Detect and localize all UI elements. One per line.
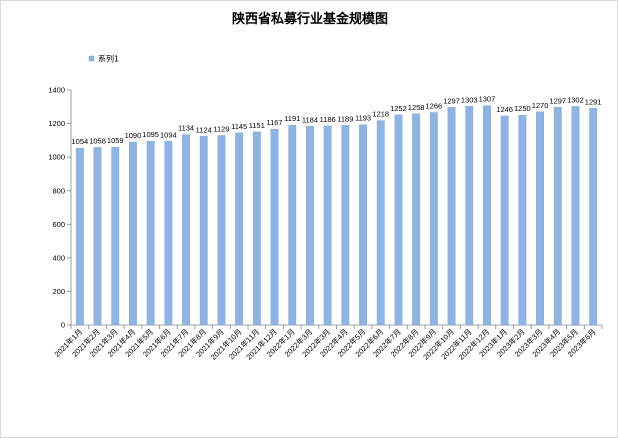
chart-title: 陕西省私募行业基金规模图 [232,11,388,27]
bar-value-label: 1193 [355,114,371,123]
bar-value-label: 1258 [408,103,425,112]
bar-value-label: 1094 [160,130,177,139]
y-tick-label: 1400 [48,86,65,95]
bar [164,141,173,326]
y-tick-label: 0 [61,321,65,330]
bar [182,134,190,326]
bar [323,125,332,326]
y-tick-label: 800 [52,186,65,195]
bar-value-label: 1186 [320,115,336,124]
bar-value-label: 1191 [284,114,300,123]
bar [270,128,279,326]
y-tick-label: 1000 [48,153,65,162]
bar [571,106,580,326]
bar-value-label: 1252 [390,104,407,113]
bar [288,124,297,326]
bar-value-label: 1189 [337,114,353,123]
legend: 系列1 [88,54,119,64]
y-tick-labels: 0 200 400 600 800 1000 1200 1400 [48,86,65,330]
axes [67,89,603,329]
bar [111,147,120,326]
bar [217,135,226,326]
bar-value-label: 1129 [213,124,229,133]
bar [500,115,509,326]
bar-value-label: 1059 [107,136,124,145]
bar [359,124,367,326]
bar [394,114,403,326]
bar-value-label: 1307 [479,95,496,104]
y-tick-label: 600 [52,220,65,229]
bar [252,131,261,326]
y-tick-label: 400 [52,253,65,262]
bar [518,114,527,326]
bar [589,108,598,326]
bar [429,112,438,326]
bars [75,105,598,326]
bar [306,126,314,326]
bar [341,125,350,326]
bar [447,107,456,326]
bar-value-label: 1090 [125,131,142,140]
bar [553,107,562,326]
bar [93,147,102,326]
bar [483,105,491,326]
bar-value-label: 1054 [72,137,89,146]
bar-value-label: 1303 [461,95,478,104]
bar-value-label: 1297 [549,96,566,105]
bar-value-label: 1124 [196,125,212,134]
bar-value-label: 1167 [266,118,282,127]
bar [412,113,421,326]
bar-value-label: 1095 [142,130,159,139]
bar-value-label: 1291 [585,97,602,106]
bar-value-label: 1246 [496,105,513,114]
legend-label: 系列1 [98,54,119,64]
x-tick-labels: 2021年1月2021年2月2021年3月2021年4月2021年5月2021年… [52,326,598,361]
bar-value-label: 1184 [302,115,318,124]
bar [199,136,208,326]
bar [536,111,544,326]
bar-value-label: 1134 [178,124,194,133]
bar-value-label: 1270 [532,101,549,110]
y-tick-label: 200 [52,287,65,296]
bar [235,132,244,326]
bar-value-label: 1266 [426,101,443,110]
bar-value-label: 1058 [89,136,106,145]
bar-value-label: 1297 [443,96,460,105]
bar [146,140,155,326]
bar-value-label: 1302 [567,95,584,104]
bar-value-label: 1145 [231,122,247,131]
bar-value-label: 1218 [372,110,389,119]
bar [376,120,385,326]
bar [129,141,137,326]
y-tick-label: 1200 [48,119,65,128]
bar [465,106,474,326]
legend-swatch [88,55,95,62]
bar-value-label: 1250 [514,104,531,113]
bar-value-label: 1151 [249,121,265,130]
bar [75,147,84,326]
